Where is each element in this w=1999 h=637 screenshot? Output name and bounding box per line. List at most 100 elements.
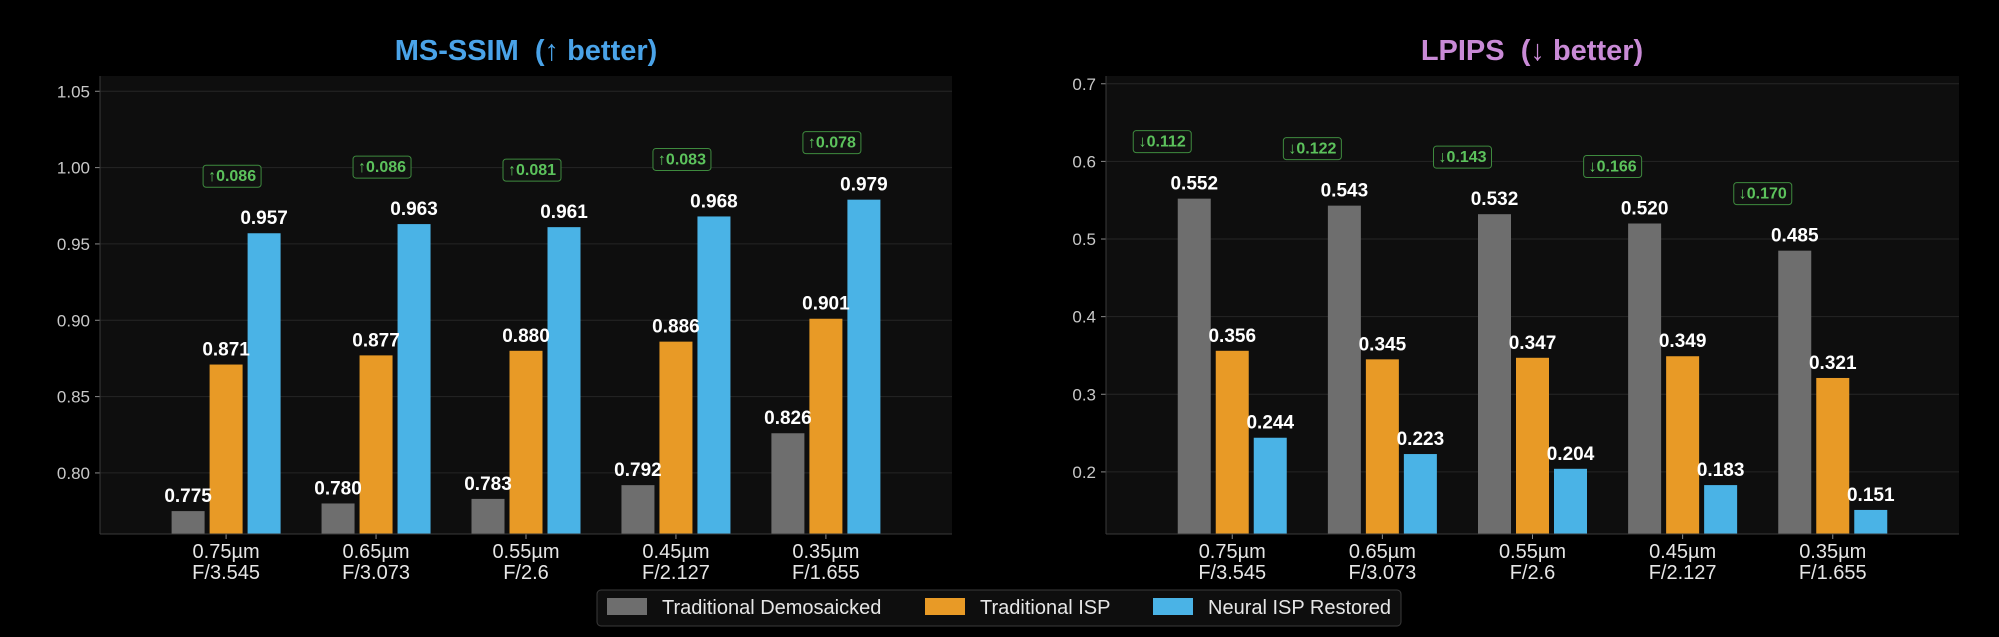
ms-ssim-xtick-label: 0.45µm xyxy=(642,541,709,563)
ms-ssim-delta-badge: ↑0.078 xyxy=(802,131,862,155)
lpips-bar-neural xyxy=(1704,485,1738,534)
lpips-value-label-demosaicked: 0.543 xyxy=(1321,181,1369,202)
lpips-bar-neural xyxy=(1253,437,1287,534)
ms-ssim-y-axis: 0.80 0.85 0.90 0.95 1.00 1.05 xyxy=(57,82,100,483)
lpips-delta-badges: ↓0.112 ↓0.122 ↓0.143 ↓0.166 ↓0.170 xyxy=(1132,130,1793,206)
ms-ssim-xtick-label: F/3.073 xyxy=(342,562,410,584)
lpips-bar-demosaicked xyxy=(1478,214,1511,534)
ms-ssim-value-label-isp: 0.880 xyxy=(502,326,550,347)
lpips-value-label-isp: 0.321 xyxy=(1809,353,1857,374)
lpips-value-label-isp: 0.347 xyxy=(1509,333,1557,354)
lpips-delta-badge: ↓0.170 xyxy=(1733,182,1793,206)
ms-ssim-value-label-neural: 0.979 xyxy=(840,175,888,196)
lpips-xtick-label: 0.35µm xyxy=(1799,541,1866,563)
ms-ssim-xtick-label: F/1.655 xyxy=(792,562,860,584)
lpips-value-label-demosaicked: 0.532 xyxy=(1471,189,1519,210)
lpips-delta-label: ↓0.143 xyxy=(1438,149,1486,166)
lpips-delta-box xyxy=(1132,130,1192,154)
ms-ssim-panel: MS-SSIM (↑ better) 0.80 0.85 0.90 0.95 1.00 1… xyxy=(57,35,952,584)
lpips-value-label-demosaicked: 0.520 xyxy=(1621,198,1669,219)
ms-ssim-bar-isp xyxy=(809,318,843,534)
legend-label-demosaicked: Traditional Demosaicked xyxy=(662,597,881,619)
ms-ssim-bar-demosaicked xyxy=(321,503,355,534)
lpips-ytick-label: 0.5 xyxy=(1072,230,1096,249)
ms-ssim-value-label-isp: 0.871 xyxy=(202,340,250,361)
lpips-delta-box xyxy=(1583,154,1643,178)
legend-item-neural: Neural ISP Restored xyxy=(1153,597,1391,619)
lpips-bar-isp xyxy=(1666,356,1700,534)
ms-ssim-bar-isp xyxy=(359,355,393,534)
lpips-value-label-neural: 0.151 xyxy=(1847,485,1895,506)
lpips-delta-label: ↓0.166 xyxy=(1589,158,1637,175)
lpips-value-label-isp: 0.345 xyxy=(1359,334,1407,355)
ms-ssim-delta-box xyxy=(652,147,712,171)
lpips-bar-isp xyxy=(1816,377,1850,534)
ms-ssim-title: MS-SSIM (↑ better) xyxy=(395,35,658,67)
ms-ssim-delta-label: ↑0.083 xyxy=(658,151,706,168)
ms-ssim-value-label-demosaicked: 0.826 xyxy=(764,408,812,429)
ms-ssim-bar-isp xyxy=(509,350,543,534)
ms-ssim-value-label-neural: 0.961 xyxy=(540,202,588,223)
ms-ssim-xtick-label: 0.35µm xyxy=(792,541,859,563)
lpips-panel: LPIPS (↓ better) 0.2 0.3 0.4 0.5 0.6 0.7 0.55… xyxy=(1072,35,1959,584)
legend-swatch-neural xyxy=(1153,598,1193,615)
ms-ssim-value-label-isp: 0.886 xyxy=(652,317,700,338)
ms-ssim-delta-badge: ↑0.083 xyxy=(652,147,712,171)
ms-ssim-value-label-demosaicked: 0.775 xyxy=(164,486,212,507)
lpips-value-label-neural: 0.244 xyxy=(1246,413,1294,434)
lpips-ytick-label: 0.4 xyxy=(1072,308,1096,327)
lpips-xtick-label: 0.65µm xyxy=(1349,541,1416,563)
lpips-value-label-isp: 0.356 xyxy=(1208,326,1256,347)
ms-ssim-value-label-demosaicked: 0.780 xyxy=(314,478,362,499)
lpips-xtick-label: F/3.073 xyxy=(1348,562,1416,584)
ms-ssim-delta-label: ↑0.086 xyxy=(358,159,406,176)
lpips-ytick-label: 0.6 xyxy=(1072,152,1096,171)
lpips-delta-badge: ↓0.143 xyxy=(1433,145,1492,169)
ms-ssim-xtick-label: 0.55µm xyxy=(492,541,559,563)
lpips-xtick-label: 0.45µm xyxy=(1649,541,1716,563)
ms-ssim-value-label-isp: 0.901 xyxy=(802,294,850,315)
lpips-value-label-neural: 0.204 xyxy=(1547,444,1595,465)
lpips-bar-neural xyxy=(1554,468,1587,534)
legend: Traditional Demosaicked Traditional ISP … xyxy=(596,589,1402,627)
lpips-xtick-label: F/3.545 xyxy=(1198,562,1266,584)
ms-ssim-value-labels: 0.775 0.780 0.783 0.792 0.826 0.871 0.877 0.880… xyxy=(164,175,887,507)
lpips-xtick-label: 0.55µm xyxy=(1499,541,1566,563)
ms-ssim-xtick-label: 0.65µm xyxy=(342,541,409,563)
ms-ssim-value-label-demosaicked: 0.783 xyxy=(464,474,512,495)
lpips-delta-label: ↓0.170 xyxy=(1739,186,1787,203)
ms-ssim-delta-box xyxy=(502,158,562,182)
legend-label-isp: Traditional ISP xyxy=(980,597,1110,619)
ms-ssim-bar-neural xyxy=(547,227,581,534)
ms-ssim-bar-demosaicked xyxy=(471,498,505,534)
lpips-xtick-label: F/1.655 xyxy=(1799,562,1867,584)
lpips-bar-demosaicked xyxy=(1778,250,1812,534)
legend-swatch-isp xyxy=(925,598,965,615)
lpips-bar-isp xyxy=(1215,350,1249,534)
lpips-delta-label: ↓0.122 xyxy=(1288,141,1336,158)
ms-ssim-delta-label: ↑0.078 xyxy=(808,135,856,152)
ms-ssim-ytick-label: 0.85 xyxy=(57,388,90,407)
ms-ssim-bar-isp xyxy=(659,341,693,534)
ms-ssim-delta-badge: ↑0.086 xyxy=(202,164,262,188)
lpips-bar-neural xyxy=(1403,454,1437,534)
ms-ssim-delta-box xyxy=(352,155,412,179)
legend-item-demosaicked: Traditional Demosaicked xyxy=(607,597,881,619)
lpips-delta-badge: ↓0.166 xyxy=(1583,154,1643,178)
lpips-value-label-isp: 0.349 xyxy=(1659,331,1707,352)
ms-ssim-bar-demosaicked xyxy=(621,485,655,534)
ms-ssim-value-label-demosaicked: 0.792 xyxy=(614,460,662,481)
lpips-xtick-label: F/2.127 xyxy=(1649,562,1717,584)
legend-swatch-demosaicked xyxy=(607,598,647,615)
ms-ssim-bar-demosaicked xyxy=(771,433,805,534)
ms-ssim-value-label-neural: 0.963 xyxy=(390,199,438,220)
lpips-delta-badge: ↓0.112 xyxy=(1132,130,1192,154)
legend-box xyxy=(596,589,1402,627)
lpips-bars xyxy=(1177,198,1888,535)
lpips-delta-box xyxy=(1282,137,1342,161)
ms-ssim-bar-neural xyxy=(847,199,881,534)
lpips-value-label-neural: 0.183 xyxy=(1697,460,1745,481)
lpips-bar-demosaicked xyxy=(1327,205,1361,535)
lpips-value-labels: 0.552 0.543 0.532 0.520 0.485 0.356 0.345 0.347… xyxy=(1170,174,1894,506)
